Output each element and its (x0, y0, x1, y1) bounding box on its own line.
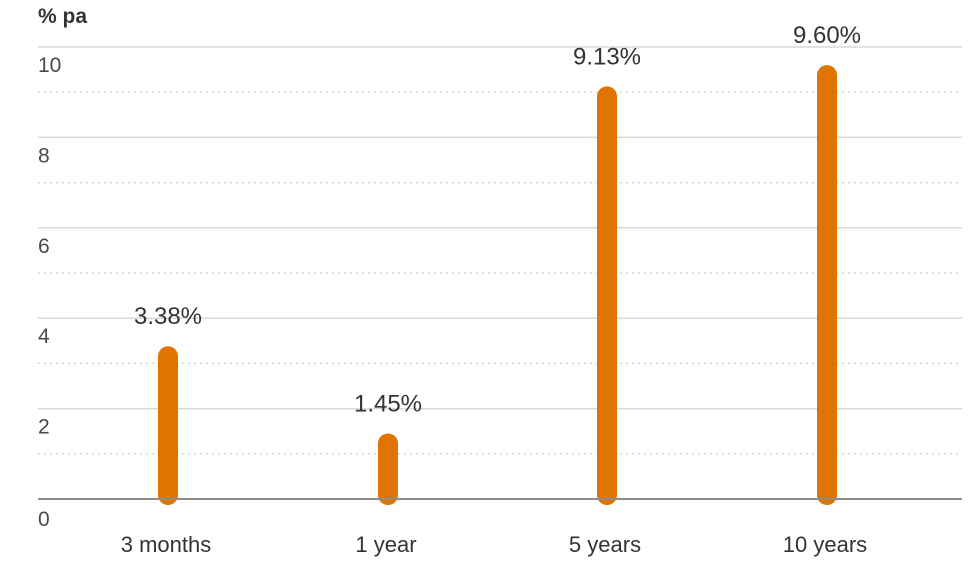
y-tick-label: 2 (38, 416, 50, 439)
x-tick-label: 5 years (569, 532, 641, 557)
data-label: 1.45% (354, 390, 422, 417)
bar (158, 346, 178, 505)
bar (597, 86, 617, 505)
y-axis-unit-label: % pa (38, 5, 87, 28)
y-axis-ticks: 0 2 4 6 8 10 (38, 54, 61, 531)
data-label: 9.60% (793, 22, 861, 49)
data-labels: 3.38% 1.45% 9.13% 9.60% (134, 22, 861, 417)
x-tick-label: 3 months (121, 532, 212, 557)
gridlines (38, 46, 962, 455)
y-tick-label: 10 (38, 54, 61, 77)
x-tick-label: 10 years (783, 532, 867, 557)
x-tick-label: 1 year (355, 532, 416, 557)
x-axis-categories: 3 months 1 year 5 years 10 years (121, 532, 867, 557)
y-tick-label: 0 (38, 508, 50, 531)
y-tick-label: 6 (38, 235, 50, 258)
bars (158, 65, 837, 505)
y-tick-label: 8 (38, 144, 50, 167)
data-label: 3.38% (134, 303, 202, 330)
data-label: 9.13% (573, 43, 641, 70)
y-tick-label: 4 (38, 325, 50, 348)
bar (378, 433, 398, 505)
bar (817, 65, 837, 505)
